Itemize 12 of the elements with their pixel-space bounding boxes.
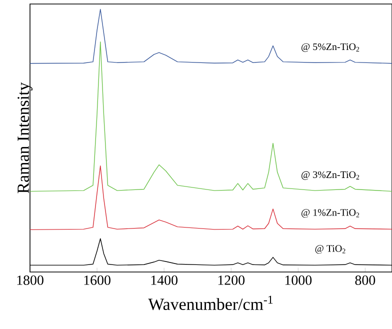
y-axis-title: Raman Intensity xyxy=(18,82,32,194)
x-tick-label: 1600 xyxy=(84,276,110,285)
x-tick-label: 800 xyxy=(355,276,376,285)
annotation: @ TiO$_{2}$ xyxy=(315,245,346,254)
x-tick-label: 1200 xyxy=(218,276,245,285)
annotation: @ 5%Zn-TiO$_{2}$ xyxy=(301,43,360,52)
x-tick-label: 1800 xyxy=(17,276,44,285)
x-tick-label: 1400 xyxy=(151,276,178,285)
x-axis-title: Wavenumber/cm$^{-1}$ xyxy=(148,296,273,310)
annotation: @ 3%Zn-TiO$_{2}$ xyxy=(301,171,360,180)
x-tick-label: 1000 xyxy=(285,276,312,285)
annotation: @ 1%Zn-TiO$_{2}$ xyxy=(301,209,360,218)
